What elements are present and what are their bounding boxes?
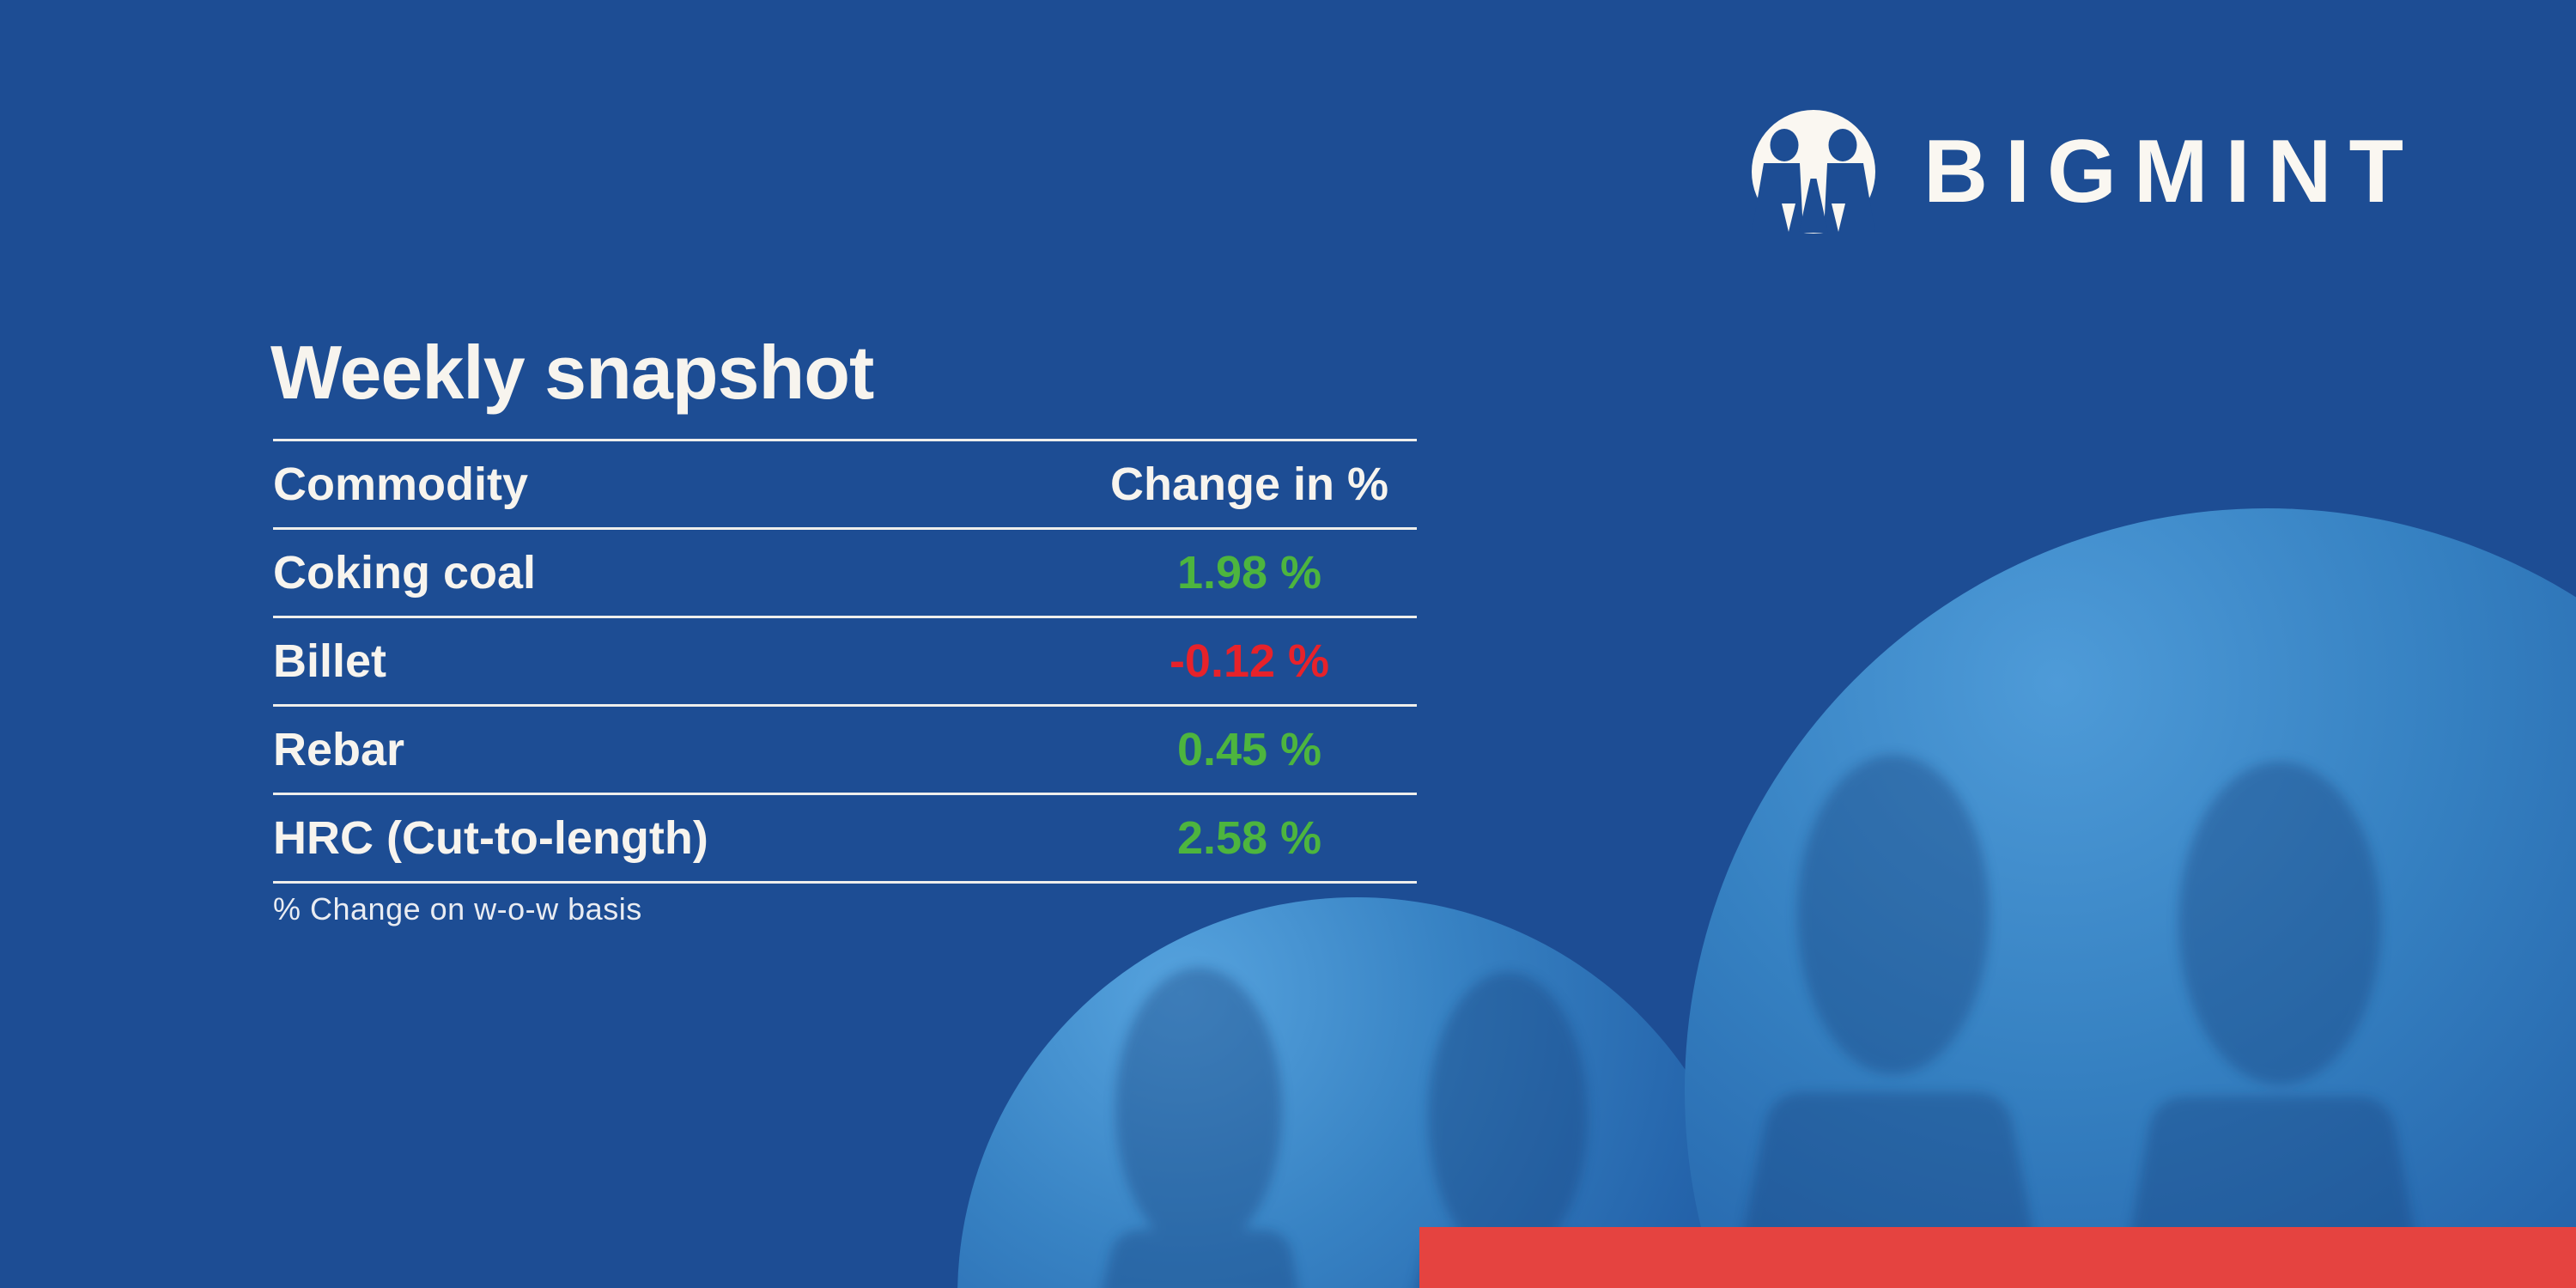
change-cell: 1.98 % [1176, 547, 1322, 598]
brand-wordmark: BIGMINT [1923, 122, 2421, 222]
commodity-cell: Rebar [273, 724, 405, 775]
snapshot-table: Commodity Change in % Coking coal 1.98 %… [273, 439, 1417, 884]
table-row: Rebar 0.45 % [273, 704, 1417, 793]
commodity-cell: HRC (Cut-to-length) [273, 812, 708, 864]
table-header-row: Commodity Change in % [273, 439, 1417, 527]
table-row: HRC (Cut-to-length) 2.58 % [273, 793, 1417, 881]
accent-red-bar [1419, 1227, 2576, 1288]
bigmint-people-icon [1752, 110, 1875, 234]
table-row: Coking coal 1.98 % [273, 527, 1417, 616]
footnote: % Change on w-o-w basis [273, 891, 642, 927]
change-cell: -0.12 % [1169, 635, 1330, 687]
change-header: Change in % [1109, 459, 1389, 510]
small-circle-people-figure [1101, 968, 1602, 1288]
table-row: Billet -0.12 % [273, 616, 1417, 704]
commodity-header: Commodity [273, 459, 528, 510]
change-cell: 2.58 % [1176, 812, 1322, 864]
change-cell: 0.45 % [1176, 724, 1322, 775]
table-bottom-line [273, 881, 1417, 884]
bigmint-logo: BIGMINT [1728, 86, 2406, 258]
commodity-cell: Billet [273, 635, 387, 687]
page-title: Weekly snapshot [270, 330, 874, 415]
commodity-cell: Coking coal [273, 547, 537, 598]
